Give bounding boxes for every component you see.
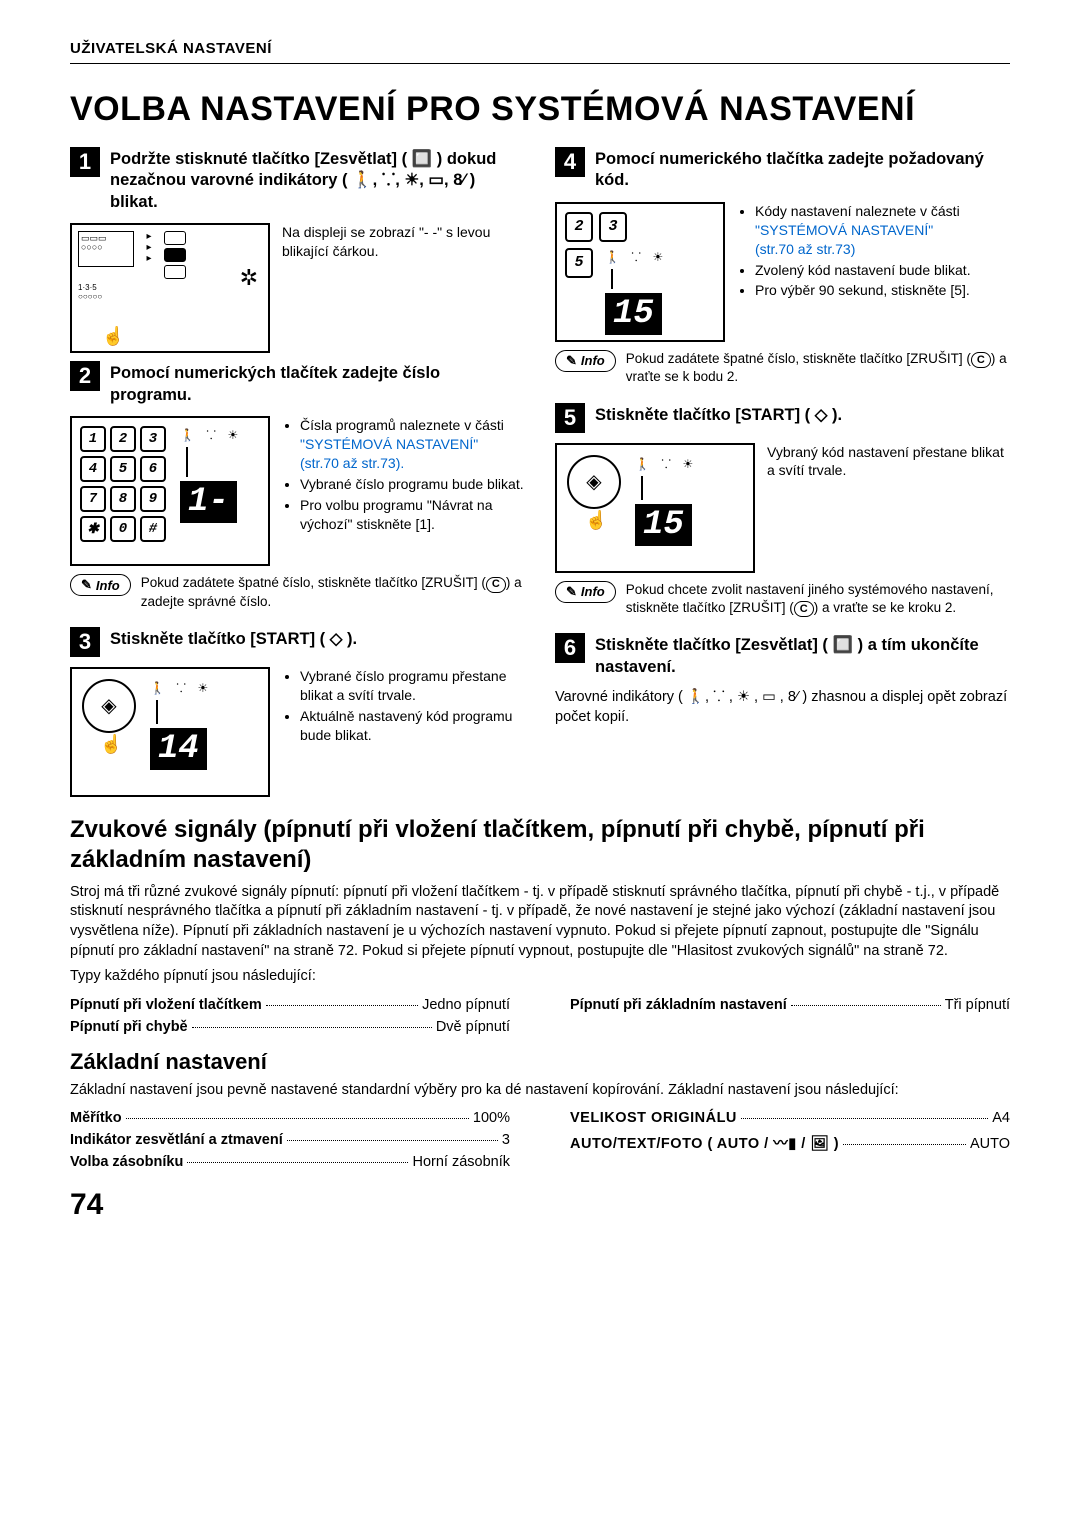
step-1-note: Na displeji se zobrazí "- -" s levou bli… [282,223,525,353]
list-item: VELIKOST ORIGINÁLUA4 [570,1110,1010,1126]
section-sound-body: Stroj má tři různé zvukové signály pípnu… [70,883,1010,961]
indicator-icons: 🚶 ⸪ ☀ [180,426,242,443]
page-title: VOLBA NASTAVENÍ PRO SYSTÉMOVÁ NASTAVENÍ [70,90,1010,129]
step-number: 1 [70,147,100,177]
step-number: 5 [555,403,585,433]
step-1-header: 1 Podržte stisknuté tlačítko [Zesvětlat]… [70,147,525,213]
divider [70,63,1010,64]
breadcrumb: UŽIVATELSKÁ NASTAVENÍ [70,40,1010,57]
segment-display: 15 [635,504,692,546]
step-5-note: Vybraný kód nastavení přestane blikat a … [767,443,1010,573]
step-5-info: Info Pokud chcete zvolit nastavení jinéh… [555,581,1010,618]
step-1-illustration: ▭▭▭○○○○ ▸▸▸ 1·3·5○○○○○ ✲ ☝ [70,223,270,353]
step-2-bullets: Čísla programů naleznete v části "SYSTÉM… [282,416,525,566]
section-defaults-heading: Základní nastavení [70,1049,1010,1075]
step-number: 2 [70,361,100,391]
section-defaults-body: Základní nastavení jsou pevně nastavené … [70,1081,1010,1101]
step-text: Podržte stisknuté tlačítko [Zesvětlat] (… [110,147,525,213]
info-text: Pokud zadátete špatné číslo, stiskněte t… [141,574,525,611]
beep-types-list: Pípnutí při vložení tlačítkemJedno pípnu… [70,997,1010,1035]
step-3-header: 3 Stiskněte tlačítko [START] ( ◇ ). [70,627,525,657]
info-text: Pokud chcete zvolit nastavení jiného sys… [626,581,1010,618]
step-text: Pomocí numerických tlačítek zadejte čísl… [110,361,525,406]
step-5-illustration: ◈ ☝ 🚶 ⸪ ☀ 15 [555,443,755,573]
step-2-body: 123 456 789 ✱0# 🚶 ⸪ ☀ 1- Čísla programů … [70,416,525,566]
step-5-body: ◈ ☝ 🚶 ⸪ ☀ 15 Vybraný kód nastavení přest… [555,443,1010,573]
step-2-header: 2 Pomocí numerických tlačítek zadejte čí… [70,361,525,406]
indicator-icons: 🚶 ⸪ ☀ [635,455,697,472]
page-number: 74 [70,1188,1010,1222]
indicator-icons: 🚶 ⸪ ☀ [605,248,667,265]
step-text: Stiskněte tlačítko [Zesvětlat] ( 🔲 ) a t… [595,633,1010,678]
step-4-header: 4 Pomocí numerického tlačítka zadejte po… [555,147,1010,192]
step-4-body: 2 3 5 🚶 ⸪ ☀ 15 Kódy nastavení naleznete … [555,202,1010,342]
start-button-icon: ◈ [567,455,621,509]
segment-display: 15 [605,293,662,335]
list-item: Pípnutí při vložení tlačítkemJedno pípnu… [70,997,510,1013]
defaults-list: Měřítko100% Indikátor zesvětlání a ztmav… [70,1110,1010,1170]
indicator-icons: 🚶 ⸪ ☀ [150,679,212,696]
step-3-body: ◈ ☝ 🚶 ⸪ ☀ 14 Vybrané číslo programu přes… [70,667,525,797]
step-1-body: ▭▭▭○○○○ ▸▸▸ 1·3·5○○○○○ ✲ ☝ Na displeji s… [70,223,525,353]
step-3-bullets: Vybrané číslo programu přestane blikat a… [282,667,525,797]
link-system-settings[interactable]: "SYSTÉMOVÁ NASTAVENÍ" [300,436,478,452]
step-number: 3 [70,627,100,657]
info-badge: Info [555,350,616,372]
step-number: 4 [555,147,585,177]
right-column: 4 Pomocí numerického tlačítka zadejte po… [555,147,1010,797]
step-4-info: Info Pokud zadátete špatné číslo, stiskn… [555,350,1010,387]
steps-columns: 1 Podržte stisknuté tlačítko [Zesvětlat]… [70,147,1010,797]
section-sound-types-intro: Typy každého pípnutí jsou následující: [70,967,1010,987]
step-2-illustration: 123 456 789 ✱0# 🚶 ⸪ ☀ 1- [70,416,270,566]
section-sound-heading: Zvukové signály (pípnutí při vložení tla… [70,815,1010,875]
step-3-illustration: ◈ ☝ 🚶 ⸪ ☀ 14 [70,667,270,797]
info-badge: Info [70,574,131,596]
list-item: Pípnutí při základním nastaveníTři pípnu… [570,997,1010,1013]
step-6-header: 6 Stiskněte tlačítko [Zesvětlat] ( 🔲 ) a… [555,633,1010,678]
step-number: 6 [555,633,585,663]
step-2-info: Info Pokud zadátete špatné číslo, stiskn… [70,574,525,611]
step-5-header: 5 Stiskněte tlačítko [START] ( ◇ ). [555,403,1010,433]
info-badge: Info [555,581,616,603]
left-column: 1 Podržte stisknuté tlačítko [Zesvětlat]… [70,147,525,797]
step-text: Stiskněte tlačítko [START] ( ◇ ). [595,403,842,426]
step-6-note: Varovné indikátory ( 🚶, ⸪ , ☀ , ▭ , 8⁄ )… [555,688,1010,727]
step-text: Stiskněte tlačítko [START] ( ◇ ). [110,627,357,650]
list-item: AUTO/TEXT/FOTO ( AUTO / 〰▮ / 🖼 )AUTO [570,1132,1010,1153]
list-item: Měřítko100% [70,1110,510,1126]
link-system-settings[interactable]: "SYSTÉMOVÁ NASTAVENÍ" [755,222,933,238]
list-item: Pípnutí při chyběDvě pípnutí [70,1019,510,1035]
list-item: Volba zásobníkuHorní zásobník [70,1154,510,1170]
keypad: 123 456 789 ✱0# [72,418,174,550]
step-4-illustration: 2 3 5 🚶 ⸪ ☀ 15 [555,202,725,342]
segment-display: 14 [150,728,207,770]
segment-display: 1- [180,481,237,523]
step-text: Pomocí numerického tlačítka zadejte poža… [595,147,1010,192]
step-4-bullets: Kódy nastavení naleznete v části "SYSTÉM… [737,202,1010,342]
info-text: Pokud zadátete špatné číslo, stiskněte t… [626,350,1010,387]
list-item: Indikátor zesvětlání a ztmavení3 [70,1132,510,1148]
start-button-icon: ◈ [82,679,136,733]
